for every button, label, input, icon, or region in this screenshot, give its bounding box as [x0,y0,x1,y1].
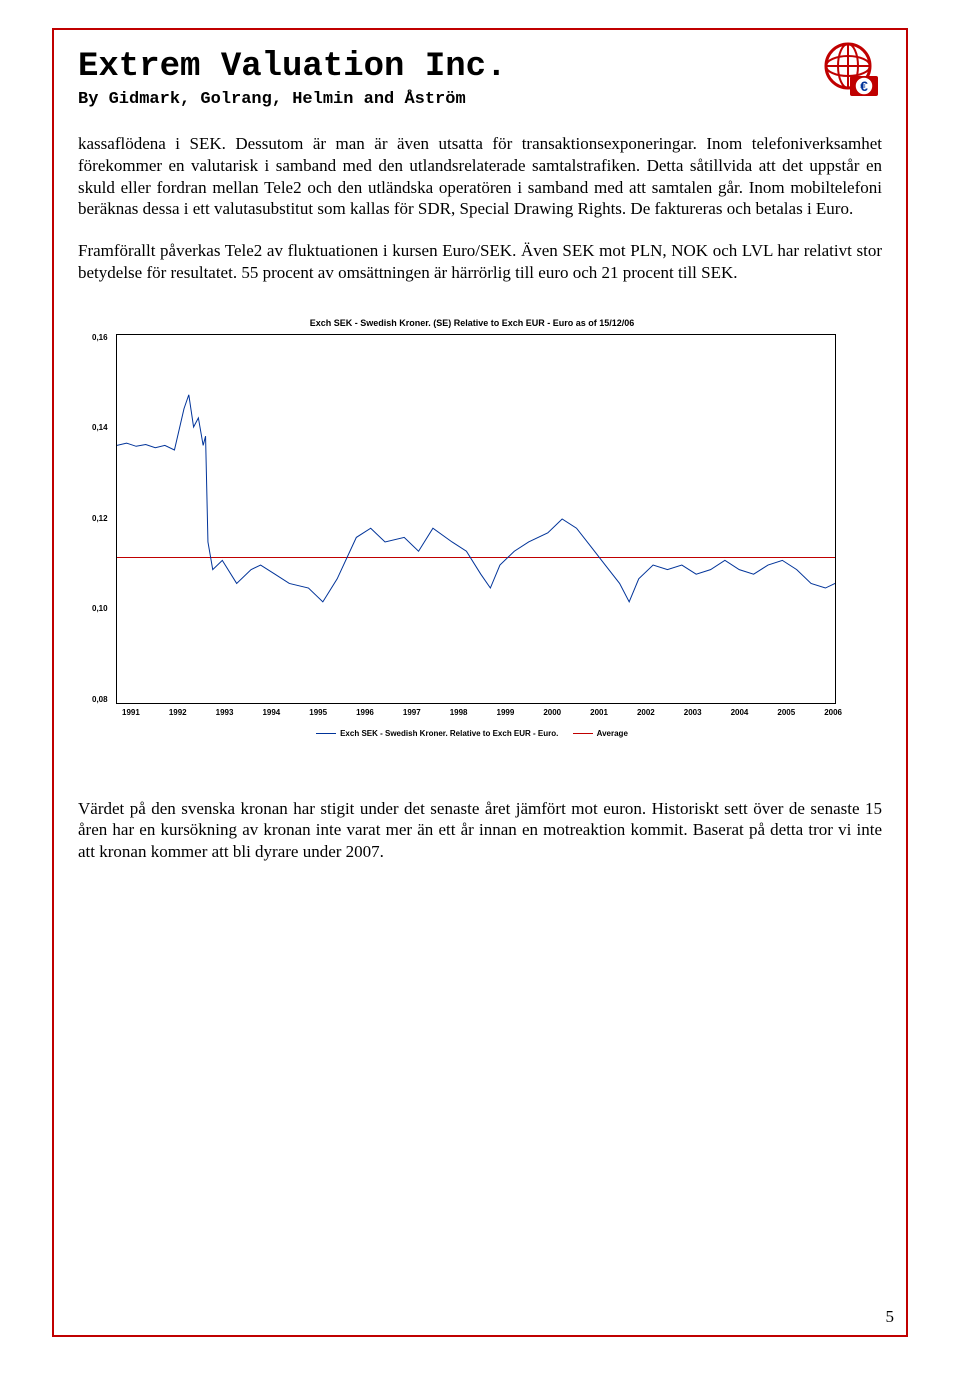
company-name: Extrem Valuation Inc. [78,48,882,86]
y-tick-label: 0,08 [92,696,108,704]
legend-average: Average [573,729,628,738]
page-content: Extrem Valuation Inc. By Gidmark, Golran… [78,48,882,1311]
chart-series-line [117,335,835,703]
x-tick-label: 1991 [122,708,140,717]
page-header: Extrem Valuation Inc. By Gidmark, Golran… [78,48,882,109]
paragraph-1: kassaflödena i SEK. Dessutom är man är ä… [78,133,882,220]
x-tick-label: 2004 [731,708,749,717]
legend-series: Exch SEK - Swedish Kroner. Relative to E… [316,729,558,738]
chart-plot-area [116,334,836,704]
x-tick-label: 1997 [403,708,421,717]
legend-series-label: Exch SEK - Swedish Kroner. Relative to E… [340,729,558,738]
x-tick-label: 2000 [543,708,561,717]
chart-x-axis: 1991 1992 1993 1994 1995 1996 1997 1998 1999 2000… [122,708,842,717]
x-tick-label: 2006 [824,708,842,717]
x-tick-label: 2001 [590,708,608,717]
x-tick-label: 2002 [637,708,655,717]
x-tick-label: 1996 [356,708,374,717]
legend-average-swatch-icon [573,733,593,734]
x-tick-label: 2003 [684,708,702,717]
chart-y-axis: 0,16 0,14 0,12 0,10 0,08 [92,334,116,704]
legend-average-label: Average [597,729,628,738]
y-tick-label: 0,14 [92,424,108,432]
x-tick-label: 1993 [216,708,234,717]
paragraph-3: Värdet på den svenska kronan har stigit … [78,798,882,863]
x-tick-label: 1994 [262,708,280,717]
paragraph-2: Framförallt påverkas Tele2 av fluktuatio… [78,240,882,284]
page-number: 5 [886,1307,895,1327]
y-tick-label: 0,16 [92,334,108,342]
x-tick-label: 1992 [169,708,187,717]
x-tick-label: 1995 [309,708,327,717]
company-logo-icon: € [818,40,882,104]
y-tick-label: 0,12 [92,515,108,523]
body-text-block-2: Värdet på den svenska kronan har stigit … [78,798,882,863]
x-tick-label: 2005 [777,708,795,717]
chart-area: 0,16 0,14 0,12 0,10 0,08 [92,334,852,704]
chart-legend: Exch SEK - Swedish Kroner. Relative to E… [92,727,852,738]
byline: By Gidmark, Golrang, Helmin and Åström [78,90,882,109]
legend-series-swatch-icon [316,733,336,734]
x-tick-label: 1998 [450,708,468,717]
y-tick-label: 0,10 [92,605,108,613]
x-tick-label: 1999 [497,708,515,717]
exchange-rate-chart: Exch SEK - Swedish Kroner. (SE) Relative… [92,318,852,738]
body-text-block: kassaflödena i SEK. Dessutom är man är ä… [78,133,882,284]
chart-title: Exch SEK - Swedish Kroner. (SE) Relative… [92,318,852,328]
svg-text:€: € [860,78,868,94]
